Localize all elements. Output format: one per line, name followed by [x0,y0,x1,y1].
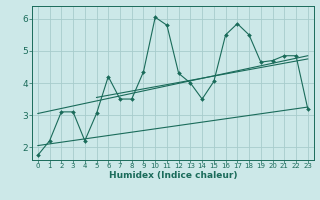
X-axis label: Humidex (Indice chaleur): Humidex (Indice chaleur) [108,171,237,180]
